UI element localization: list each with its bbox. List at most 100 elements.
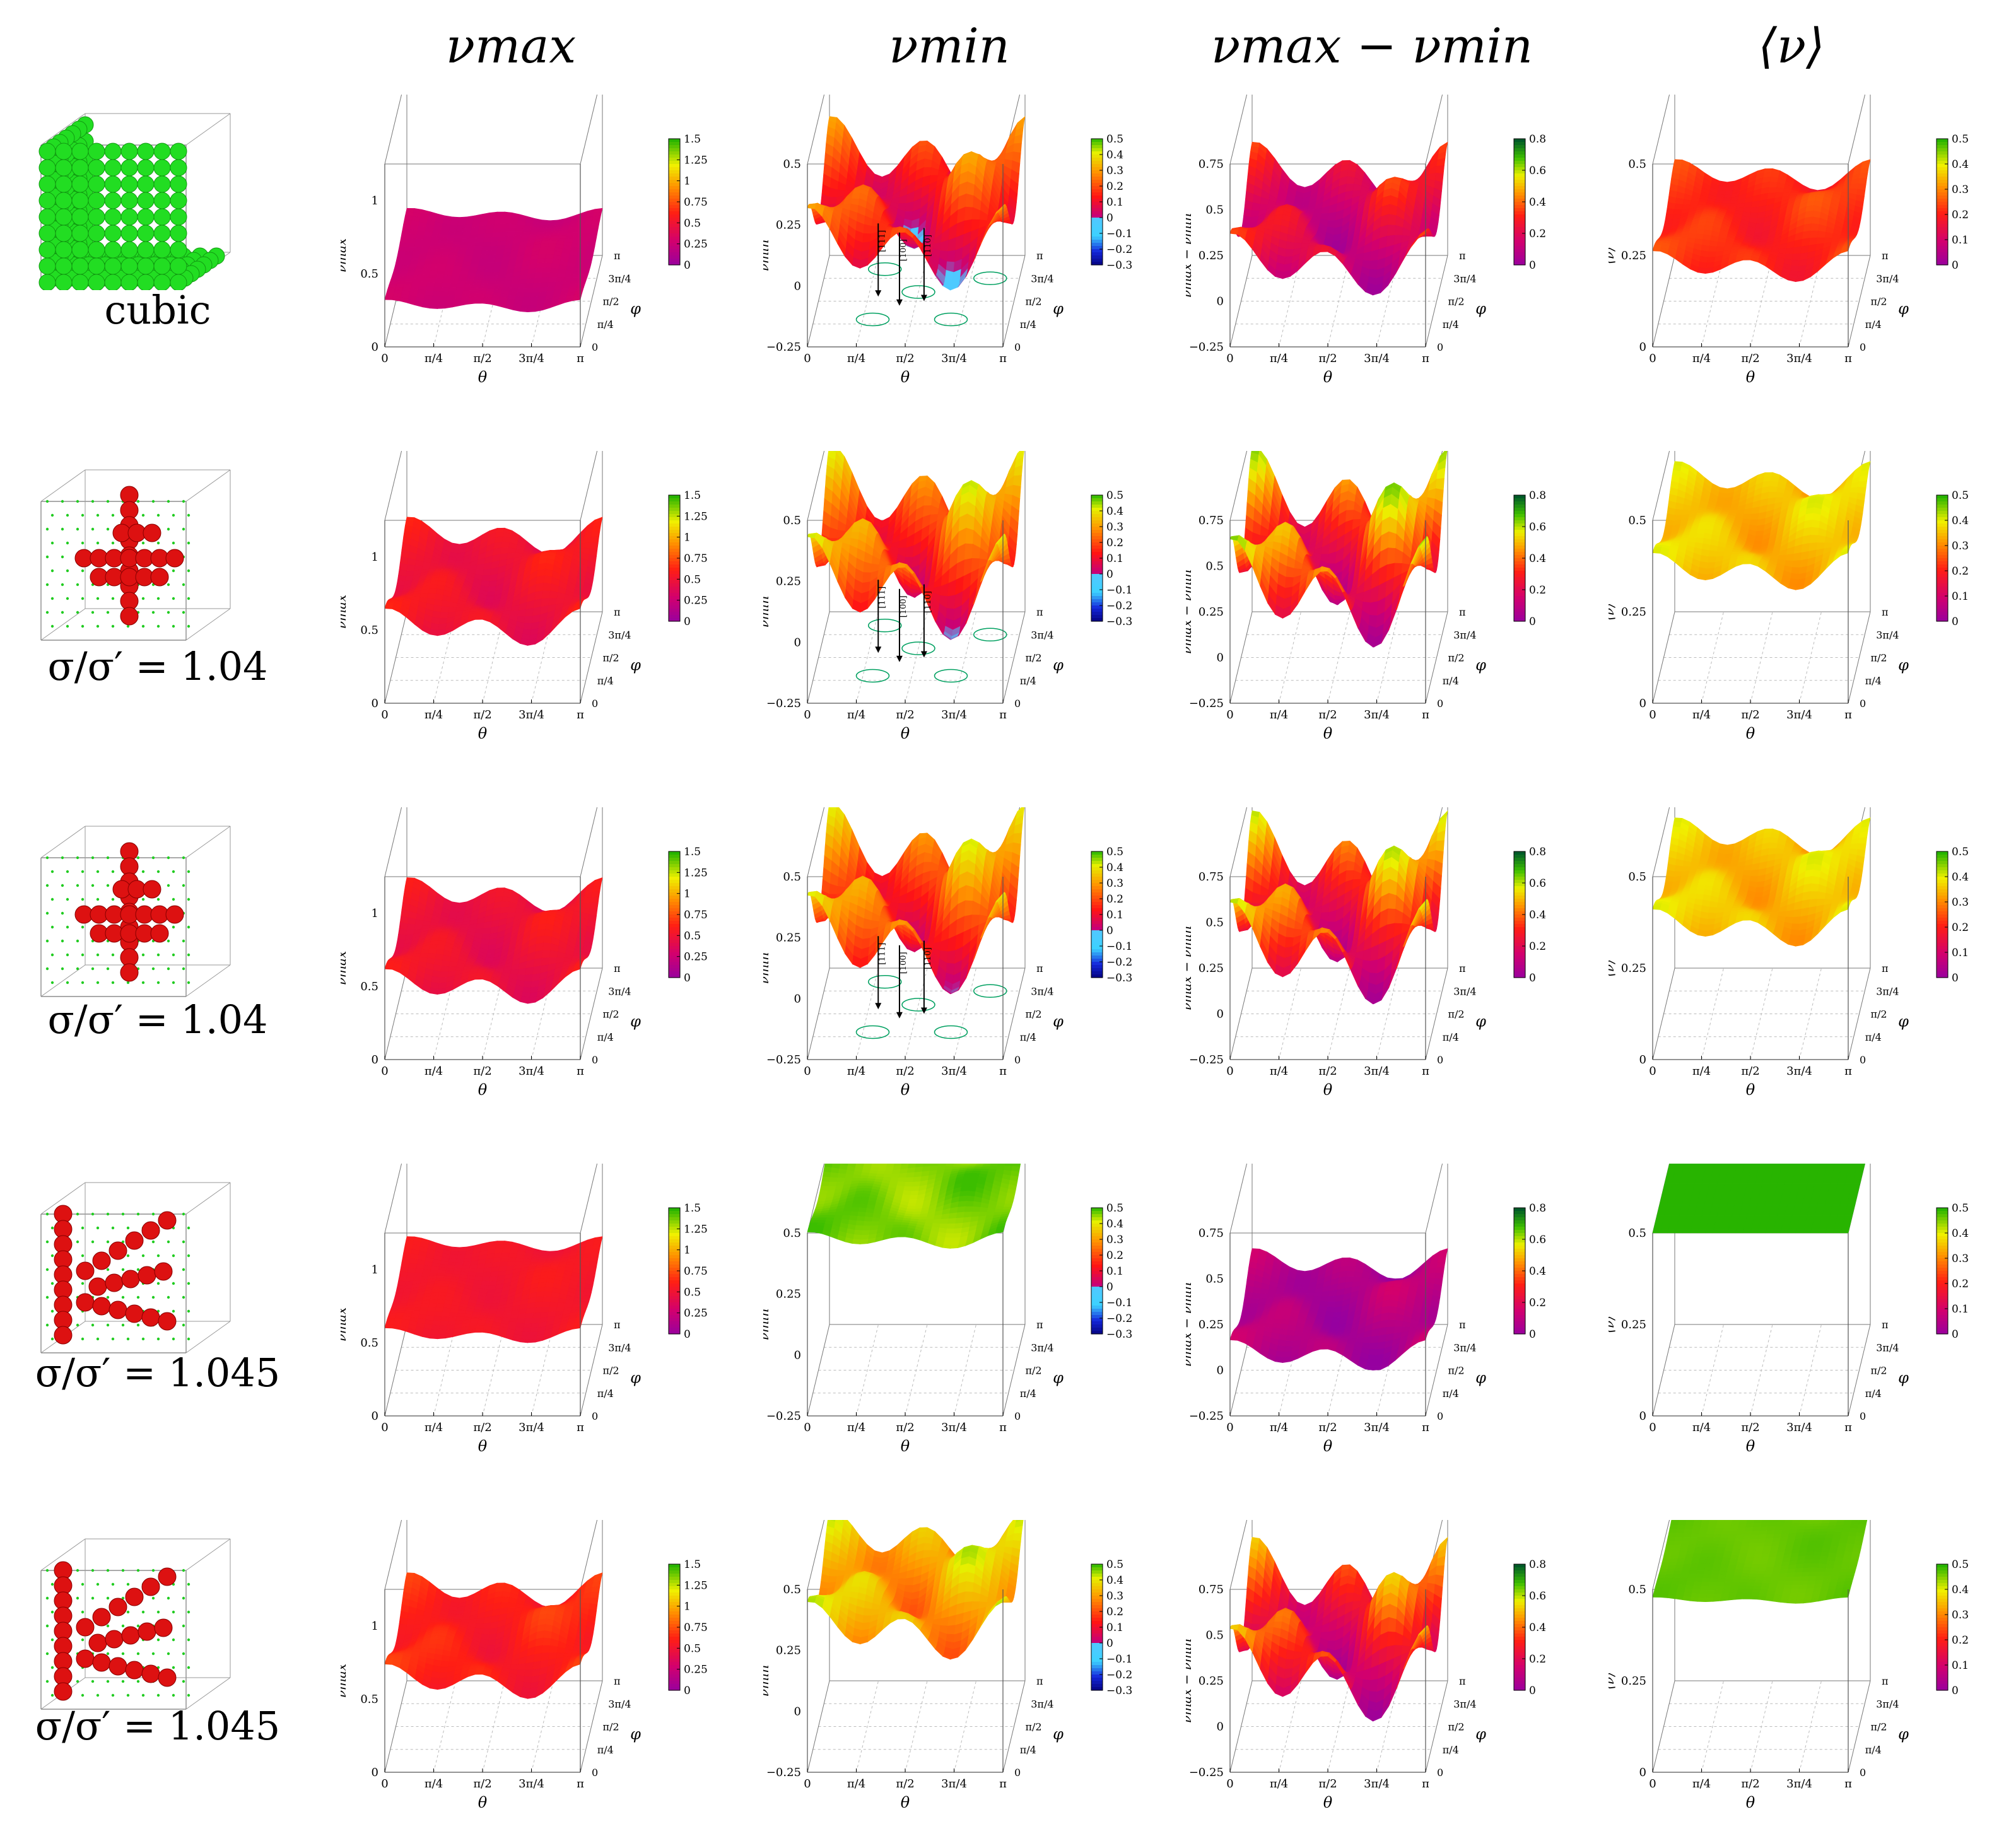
sphere: [55, 143, 73, 160]
lattice-point: [167, 527, 170, 531]
colorbar-band: [1091, 202, 1103, 206]
lattice-point: [167, 1652, 170, 1656]
cube-edge: [185, 1321, 231, 1353]
surface-patch: [583, 224, 592, 230]
lattice-point: [50, 1582, 54, 1586]
surface-patch: [1811, 216, 1820, 225]
x-axis-label: θ: [901, 368, 910, 386]
surface-patch: [486, 595, 495, 600]
surface-patch: [522, 296, 532, 302]
lattice-point: [141, 597, 145, 600]
colorbar-band: [1091, 151, 1103, 155]
sphere: [38, 274, 56, 290]
sphere: [88, 159, 105, 177]
colorbar-band: [669, 590, 680, 593]
z-tick-label: 1: [372, 194, 378, 207]
lattice-point: [50, 624, 54, 628]
colorbar-band: [1937, 199, 1948, 202]
sphere: [125, 1661, 144, 1680]
lattice-point: [50, 1282, 54, 1285]
surface-patch: [1849, 183, 1859, 190]
surface-patch: [501, 223, 510, 228]
colorbar-band: [1937, 208, 1948, 212]
lattice-point: [91, 967, 95, 971]
lattice-point: [96, 597, 100, 600]
surface-patch: [448, 228, 457, 233]
lattice-point: [91, 1680, 95, 1683]
lattice-point: [106, 856, 110, 860]
surface-patch: [455, 228, 465, 233]
surface-patch: [517, 609, 527, 617]
y-axis-label: φ: [630, 300, 641, 318]
lattice-point: [172, 513, 175, 517]
sphere: [88, 175, 105, 193]
surface-patch: [481, 250, 490, 255]
sphere: [120, 192, 138, 209]
surface-patch: [406, 207, 415, 213]
lattice-point: [172, 981, 175, 985]
surface-patch: [404, 278, 414, 282]
surface-patch: [483, 242, 492, 247]
lattice-point: [96, 953, 100, 957]
lattice-point: [136, 1652, 140, 1656]
theta-tick-label: π: [577, 352, 584, 365]
surface-mesh: [1652, 159, 1871, 283]
sphere: [137, 159, 155, 177]
lattice-point: [81, 925, 85, 929]
surface-patch: [495, 281, 505, 285]
lattice-point: [106, 1268, 110, 1271]
y-axis-label: φ: [630, 657, 641, 674]
surface-patch: [421, 243, 431, 247]
lattice-point: [81, 1610, 85, 1614]
sphere: [38, 175, 56, 193]
lattice-point: [76, 1240, 79, 1244]
colorbar-band: [1937, 252, 1948, 256]
lattice-point: [156, 870, 160, 874]
lattice-point: [167, 884, 170, 887]
surface-patch: [421, 270, 431, 276]
sphere: [38, 241, 56, 259]
colorbar-tick-label: 0: [684, 259, 691, 272]
surface-patch: [1793, 246, 1802, 255]
surface-mesh: [807, 451, 1024, 640]
lattice-point: [187, 1610, 190, 1614]
surface-patch: [523, 292, 532, 298]
surface-patch: [558, 232, 568, 237]
surface-patch: [462, 231, 472, 236]
lattice-point: [141, 953, 145, 957]
sphere: [138, 1622, 156, 1641]
lattice-point: [121, 1652, 125, 1656]
cube-edge: [40, 964, 86, 997]
colorbar-band: [1091, 259, 1103, 262]
colorbar-band: [669, 237, 680, 240]
colorbar-band: [1937, 186, 1948, 190]
surface-patch: [1709, 240, 1718, 247]
colorbar-band: [669, 539, 680, 543]
colorbar-band: [1937, 246, 1948, 250]
colorbar-band: [1514, 249, 1525, 253]
surface-patch: [1775, 187, 1785, 193]
phi-tick-label: π/4: [1865, 319, 1882, 330]
crystal-structure-3: [40, 1182, 231, 1353]
colorbar-band: [669, 249, 680, 253]
surface-patch: [396, 585, 405, 590]
colorbar-band: [1514, 155, 1525, 158]
arrow-head: [875, 290, 882, 297]
lattice-point: [111, 513, 115, 517]
colorbar-band: [1937, 167, 1948, 171]
surface-patch: [430, 300, 440, 305]
box-edge: [807, 451, 825, 521]
surface-patch: [518, 278, 527, 284]
colorbar-band: [669, 148, 680, 152]
surface-patch: [543, 262, 553, 269]
colorbar-band: [669, 145, 680, 149]
surface-patch: [535, 267, 544, 274]
lattice-point: [156, 1610, 160, 1614]
cube-edge: [185, 1182, 231, 1215]
surface-patch: [545, 254, 554, 259]
sphere: [153, 159, 171, 177]
surface-patch: [419, 278, 429, 283]
box-edge: [1652, 255, 1675, 348]
lattice-point: [182, 1295, 185, 1299]
lattice-point: [136, 500, 140, 503]
